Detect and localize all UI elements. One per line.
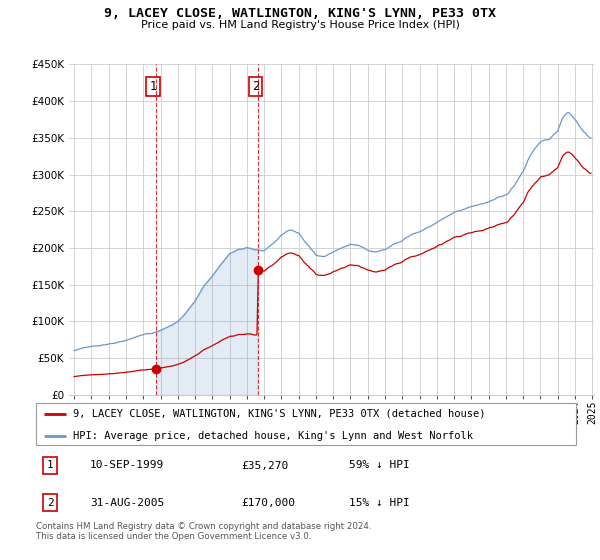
Text: 10-SEP-1999: 10-SEP-1999: [90, 460, 164, 470]
Text: 2: 2: [252, 80, 259, 93]
Text: £35,270: £35,270: [241, 460, 289, 470]
Text: 15% ↓ HPI: 15% ↓ HPI: [349, 498, 410, 507]
Text: Price paid vs. HM Land Registry's House Price Index (HPI): Price paid vs. HM Land Registry's House …: [140, 20, 460, 30]
Text: 31-AUG-2005: 31-AUG-2005: [90, 498, 164, 507]
Text: 9, LACEY CLOSE, WATLINGTON, KING'S LYNN, PE33 0TX (detached house): 9, LACEY CLOSE, WATLINGTON, KING'S LYNN,…: [73, 409, 485, 419]
Text: 1: 1: [47, 460, 53, 470]
Text: 1: 1: [149, 80, 157, 93]
Text: £170,000: £170,000: [241, 498, 295, 507]
Text: 9, LACEY CLOSE, WATLINGTON, KING'S LYNN, PE33 0TX: 9, LACEY CLOSE, WATLINGTON, KING'S LYNN,…: [104, 7, 496, 20]
Text: 59% ↓ HPI: 59% ↓ HPI: [349, 460, 410, 470]
Text: Contains HM Land Registry data © Crown copyright and database right 2024.
This d: Contains HM Land Registry data © Crown c…: [36, 522, 371, 542]
Text: 2: 2: [47, 498, 53, 507]
Text: HPI: Average price, detached house, King's Lynn and West Norfolk: HPI: Average price, detached house, King…: [73, 431, 473, 441]
